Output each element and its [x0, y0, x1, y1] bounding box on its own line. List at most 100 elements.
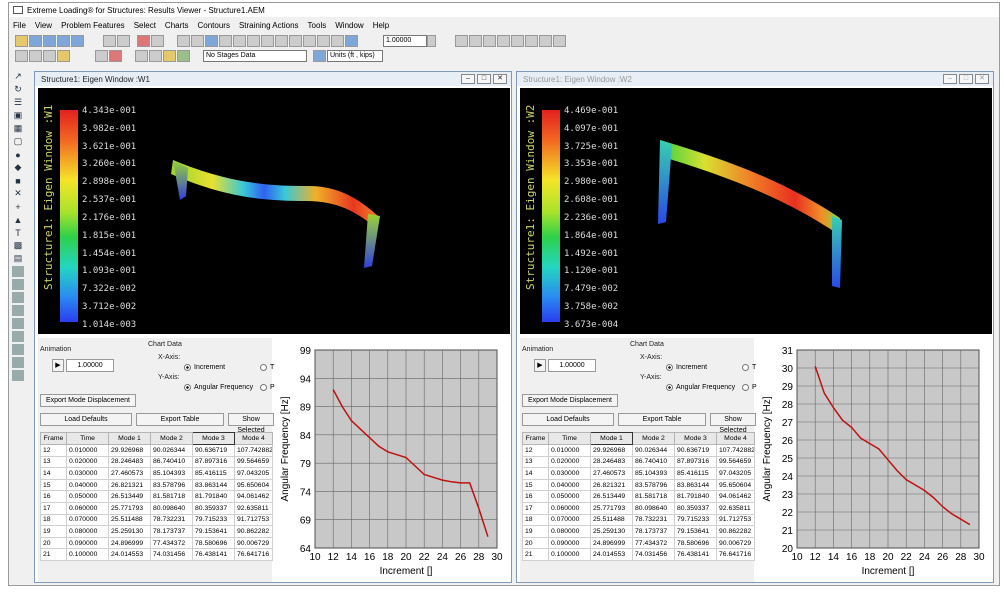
shape-icon[interactable] [469, 35, 482, 47]
eigen-window-1[interactable]: Structure1: Eigen Window :W1 – □ ✕ Structu… [34, 71, 512, 583]
table-cell[interactable]: 95.650604 [234, 478, 273, 492]
table-cell[interactable]: 0.040000 [548, 478, 591, 492]
table-cell[interactable]: 91.712753 [234, 513, 273, 527]
close-icon[interactable]: ✕ [493, 74, 507, 84]
table-cell[interactable]: 83.863144 [674, 478, 717, 492]
table-cell[interactable]: 80.098640 [150, 501, 193, 515]
header-mode-1[interactable]: Mode 1 [108, 432, 151, 445]
zoom-icon[interactable]: ▣ [13, 110, 23, 120]
table-row[interactable]: 18 0.070000 25.511488 78.732231 79.715233 91.… [522, 513, 755, 527]
table-cell[interactable]: 85.104393 [150, 467, 193, 480]
table-cell[interactable]: 15 [40, 478, 67, 492]
layer-icon[interactable] [12, 279, 24, 290]
circle-icon[interactable]: ● [15, 149, 21, 160]
menu-help[interactable]: Help [372, 20, 390, 30]
table-cell[interactable]: 29.926968 [108, 444, 151, 457]
table-cell[interactable]: 90.006729 [716, 536, 755, 550]
view-front-icon[interactable] [191, 35, 204, 47]
table-cell[interactable]: 0.050000 [66, 490, 109, 503]
table-cell[interactable]: 90.026344 [150, 444, 193, 457]
menu-select[interactable]: Select [133, 20, 156, 30]
table-cell[interactable]: 0.080000 [66, 525, 109, 538]
table-cell[interactable]: 87.897316 [674, 455, 717, 469]
shape-icon[interactable] [497, 35, 510, 47]
grid-icon[interactable] [219, 35, 232, 47]
animation-speed-input[interactable]: 1.00000 [66, 359, 114, 372]
layer-icon[interactable] [12, 292, 24, 303]
table-cell[interactable]: 17 [522, 501, 549, 515]
table-cell[interactable]: 76.438141 [674, 548, 717, 561]
menu-contours[interactable]: Contours [197, 20, 230, 30]
view-icon[interactable] [177, 35, 190, 47]
table-cell[interactable]: 0.090000 [66, 536, 109, 550]
table-cell[interactable]: 17 [40, 501, 67, 515]
header-time[interactable]: Time [548, 432, 591, 445]
table-cell[interactable]: 27.460573 [590, 467, 633, 480]
close-icon[interactable]: ✕ [975, 74, 989, 84]
table-row[interactable]: 17 0.060000 25.771793 80.098640 80.359337 92.… [40, 501, 273, 515]
pointer-icon[interactable] [331, 35, 344, 47]
tool-icon[interactable] [135, 50, 148, 62]
header-mode-1[interactable]: Mode 1 [590, 432, 633, 445]
table-cell[interactable]: 26.513449 [590, 490, 633, 503]
export-table-button[interactable]: Export Table [136, 413, 224, 426]
table-cell[interactable]: 76.641716 [716, 548, 755, 561]
table-cell[interactable]: 74.031456 [150, 548, 193, 561]
menu-straining-actions[interactable]: Straining Actions [238, 20, 299, 30]
x-axis-time-radio[interactable]: T [742, 364, 756, 371]
export-table-button[interactable]: Export Table [618, 413, 706, 426]
header-frame[interactable]: Frame [40, 432, 67, 445]
shape-icon[interactable] [483, 35, 496, 47]
table-cell[interactable]: 0.060000 [66, 501, 109, 515]
spinner-arrows-icon[interactable] [427, 35, 436, 47]
table-cell[interactable]: 0.100000 [548, 548, 591, 561]
layer-icon[interactable] [12, 331, 24, 342]
legend-icon[interactable] [177, 50, 190, 62]
table-cell[interactable]: 0.030000 [66, 467, 109, 480]
table-cell[interactable]: 81.791840 [674, 490, 717, 503]
header-time[interactable]: Time [66, 432, 109, 445]
triangle-icon[interactable]: ▲ [13, 214, 23, 225]
layer-icon[interactable] [12, 318, 24, 329]
scale-spinner[interactable]: 1.00000 [383, 35, 427, 47]
table-cell[interactable]: 90.636719 [674, 444, 717, 457]
table-cell[interactable]: 25.259130 [590, 525, 633, 538]
table-cell[interactable]: 83.863144 [192, 478, 235, 492]
print-icon[interactable] [43, 35, 56, 47]
restore-icon[interactable]: □ [477, 74, 491, 84]
table-cell[interactable]: 107.742882 [716, 444, 755, 457]
table-cell[interactable]: 92.635811 [234, 501, 273, 515]
zoom-icon[interactable] [57, 35, 70, 47]
show-selected-button[interactable]: Show Selected [710, 413, 756, 434]
table-cell[interactable]: 26.821321 [108, 478, 151, 492]
table-row[interactable]: 18 0.070000 25.511488 78.732231 79.715233 91.… [40, 513, 273, 527]
fork-icon[interactable] [317, 35, 330, 47]
table-cell[interactable]: 79.715233 [192, 513, 235, 527]
minimize-icon[interactable]: – [943, 74, 957, 84]
table-cell[interactable]: 78.732231 [632, 513, 675, 527]
mode-table[interactable]: Frame Time Mode 1 Mode 2 Mode 3 Mode 4 1… [40, 432, 273, 561]
refresh-icon[interactable] [109, 50, 122, 62]
table-row[interactable]: 16 0.050000 26.513449 81.581718 81.791840 94.… [40, 490, 273, 503]
tool-icon[interactable] [15, 50, 28, 62]
tool-icon[interactable] [149, 50, 162, 62]
table-cell[interactable]: 83.578796 [150, 478, 193, 492]
y-axis-p-radio[interactable]: P [260, 384, 275, 391]
table-cell[interactable]: 18 [522, 513, 549, 527]
table-cell[interactable]: 24.014553 [590, 548, 633, 561]
table-cell[interactable]: 14 [40, 467, 67, 480]
table-cell[interactable]: 94.061462 [716, 490, 755, 503]
help-icon[interactable] [71, 35, 84, 47]
mode-table[interactable]: Frame Time Mode 1 Mode 2 Mode 3 Mode 4 1… [522, 432, 755, 561]
load-icon[interactable] [275, 35, 288, 47]
table-cell[interactable]: 85.416115 [192, 467, 235, 480]
plus-icon[interactable]: + [15, 201, 21, 212]
table-cell[interactable]: 0.010000 [66, 444, 109, 457]
table-cell[interactable]: 78.580696 [192, 536, 235, 550]
shape-icon[interactable] [553, 35, 566, 47]
table-row[interactable]: 14 0.030000 27.460573 85.104393 85.416115 97.… [40, 467, 273, 480]
table-cell[interactable]: 21 [522, 548, 549, 561]
element-icon[interactable] [233, 35, 246, 47]
header-mode-2[interactable]: Mode 2 [632, 432, 675, 445]
text-icon[interactable]: T [15, 227, 21, 238]
